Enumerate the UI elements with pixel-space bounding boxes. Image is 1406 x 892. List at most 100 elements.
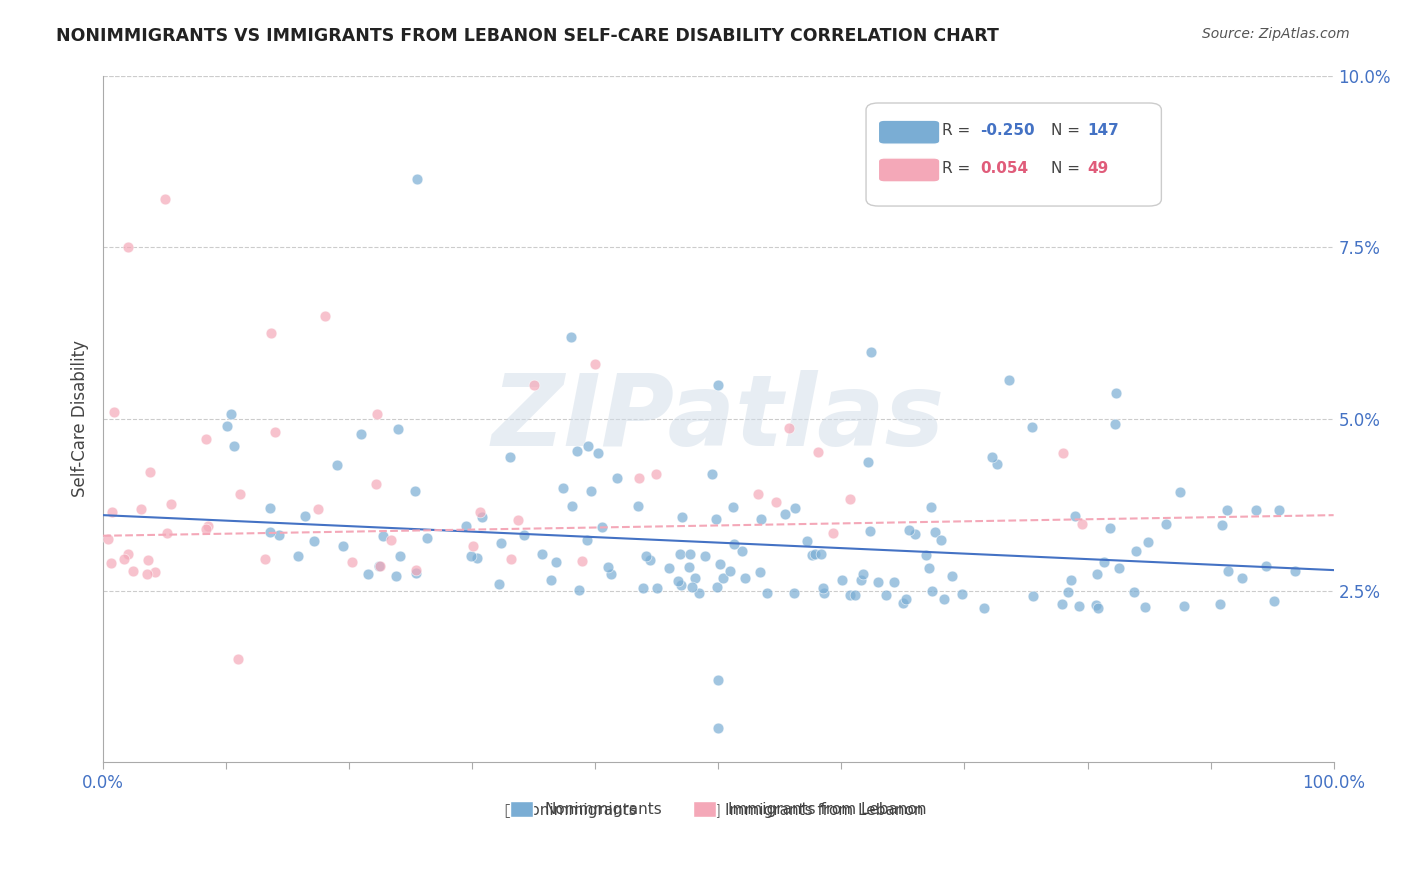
Nonimmigrants (707, 721, 730, 735)
Nonimmigrants (678, 560, 700, 574)
Nonimmigrants (918, 561, 941, 575)
Immigrants from Lebanon (366, 407, 388, 421)
Immigrants from Lebanon (470, 505, 492, 519)
FancyBboxPatch shape (879, 158, 939, 182)
Text: N =: N = (1050, 123, 1084, 138)
Immigrants from Lebanon (368, 559, 391, 574)
Immigrants from Lebanon (138, 465, 160, 479)
Nonimmigrants (1084, 599, 1107, 613)
Immigrants from Lebanon (153, 192, 176, 206)
Nonimmigrants (499, 450, 522, 464)
FancyBboxPatch shape (879, 120, 939, 145)
Nonimmigrants (1168, 484, 1191, 499)
Nonimmigrants (904, 527, 927, 541)
Nonimmigrants (581, 483, 603, 498)
Nonimmigrants (929, 533, 952, 547)
Nonimmigrants (669, 547, 692, 561)
Nonimmigrants (1209, 597, 1232, 611)
Nonimmigrants (891, 596, 914, 610)
Nonimmigrants (1256, 558, 1278, 573)
Nonimmigrants (627, 500, 650, 514)
Nonimmigrants (576, 439, 599, 453)
Nonimmigrants (875, 588, 897, 602)
Nonimmigrants (634, 549, 657, 563)
Immigrants from Lebanon (778, 421, 800, 435)
Nonimmigrants (998, 373, 1021, 387)
Nonimmigrants (1057, 584, 1080, 599)
Nonimmigrants (921, 583, 943, 598)
Nonimmigrants (709, 557, 731, 571)
Immigrants from Lebanon (156, 526, 179, 541)
Nonimmigrants (219, 407, 242, 421)
Nonimmigrants (831, 573, 853, 587)
Text: ⬜ Nonimmigrants: ⬜ Nonimmigrants (505, 803, 637, 818)
Nonimmigrants (561, 499, 583, 513)
Immigrants from Lebanon (747, 486, 769, 500)
Nonimmigrants (844, 588, 866, 602)
Nonimmigrants (1105, 386, 1128, 401)
Immigrants from Lebanon (112, 552, 135, 566)
Nonimmigrants (1067, 599, 1090, 614)
Nonimmigrants (1211, 518, 1233, 533)
Text: ZIPatlas: ZIPatlas (492, 370, 945, 467)
Nonimmigrants (596, 559, 619, 574)
Nonimmigrants (915, 548, 938, 562)
Text: N =: N = (1050, 161, 1084, 176)
Nonimmigrants (734, 571, 756, 585)
Nonimmigrants (1244, 502, 1267, 516)
Nonimmigrants (1154, 517, 1177, 532)
Text: 0.054: 0.054 (980, 161, 1029, 176)
Y-axis label: Self-Care Disability: Self-Care Disability (72, 341, 89, 498)
Nonimmigrants (259, 500, 281, 515)
Nonimmigrants (259, 524, 281, 539)
Nonimmigrants (852, 566, 875, 581)
Nonimmigrants (1122, 584, 1144, 599)
Immigrants from Lebanon (340, 555, 363, 569)
Nonimmigrants (718, 565, 741, 579)
Nonimmigrants (217, 419, 239, 434)
Nonimmigrants (883, 575, 905, 590)
Nonimmigrants (679, 548, 702, 562)
Text: Source: ZipAtlas.com: Source: ZipAtlas.com (1202, 27, 1350, 41)
Nonimmigrants (460, 549, 482, 563)
Immigrants from Lebanon (129, 502, 152, 516)
Nonimmigrants (986, 458, 1008, 472)
Nonimmigrants (920, 500, 942, 514)
Nonimmigrants (658, 560, 681, 574)
Nonimmigrants (711, 571, 734, 585)
Immigrants from Lebanon (823, 526, 845, 541)
Immigrants from Lebanon (103, 405, 125, 419)
Nonimmigrants (456, 518, 478, 533)
Nonimmigrants (868, 575, 890, 590)
Nonimmigrants (813, 586, 835, 600)
Nonimmigrants (304, 534, 326, 549)
Immigrants from Lebanon (523, 377, 546, 392)
Nonimmigrants (896, 592, 918, 607)
Immigrants from Lebanon (838, 491, 860, 506)
Nonimmigrants (406, 171, 429, 186)
Nonimmigrants (707, 377, 730, 392)
Nonimmigrants (287, 549, 309, 564)
Nonimmigrants (756, 586, 779, 600)
Nonimmigrants (924, 525, 946, 540)
Nonimmigrants (389, 549, 412, 563)
Nonimmigrants (706, 580, 728, 594)
Immigrants from Lebanon (506, 513, 529, 527)
Immigrants from Lebanon (97, 533, 120, 547)
Immigrants from Lebanon (644, 467, 666, 481)
Nonimmigrants (801, 548, 824, 562)
Immigrants from Lebanon (380, 533, 402, 547)
Immigrants from Lebanon (1071, 516, 1094, 531)
Nonimmigrants (1216, 564, 1239, 578)
Nonimmigrants (980, 450, 1002, 464)
Immigrants from Lebanon (195, 522, 218, 536)
Immigrants from Lebanon (117, 240, 139, 254)
Immigrants from Lebanon (264, 425, 287, 439)
Nonimmigrants (1136, 535, 1159, 549)
Nonimmigrants (567, 443, 589, 458)
Nonimmigrants (851, 574, 873, 588)
Nonimmigrants (804, 547, 827, 561)
Nonimmigrants (540, 574, 562, 588)
Nonimmigrants (1284, 565, 1306, 579)
Nonimmigrants (681, 580, 703, 594)
